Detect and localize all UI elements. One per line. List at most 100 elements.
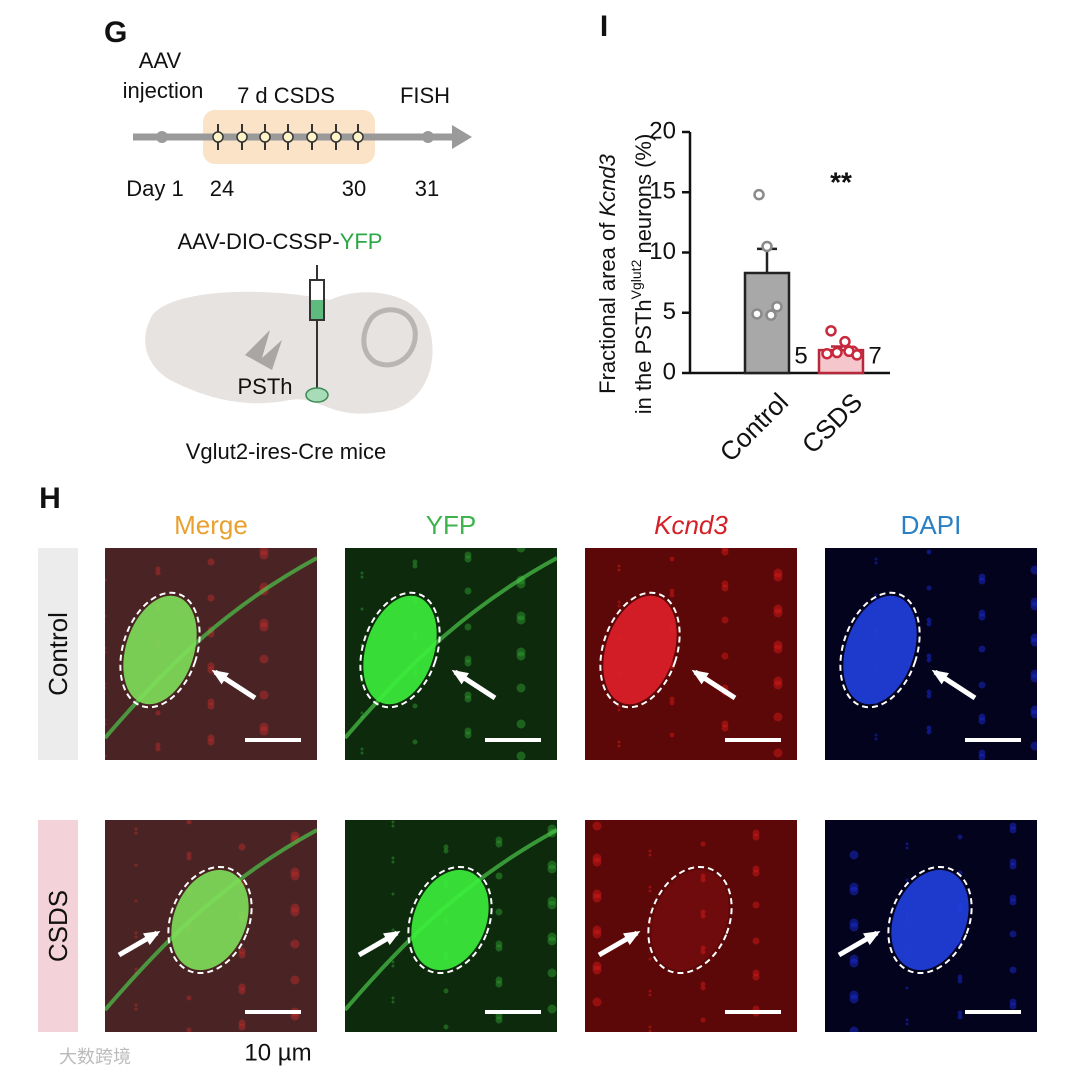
speckle <box>464 587 472 595</box>
micrograph <box>585 820 797 1032</box>
speckle <box>752 969 760 977</box>
speckle <box>134 863 138 867</box>
speckle <box>773 712 783 722</box>
arrow-head <box>931 669 949 685</box>
speckle <box>134 831 138 835</box>
speckle <box>1030 741 1037 751</box>
timepoint <box>212 131 224 143</box>
arrow-head <box>383 930 401 945</box>
speckle <box>926 689 932 695</box>
speckle <box>391 820 395 824</box>
arrow-head <box>211 669 229 685</box>
significance: ** <box>830 166 852 197</box>
micrograph <box>345 548 557 760</box>
speckle <box>547 1004 557 1014</box>
speckle <box>752 829 760 837</box>
cell-body <box>171 869 249 971</box>
y-label-text: in the PSTh <box>631 299 656 414</box>
micrograph <box>345 820 557 1032</box>
speckle <box>238 947 246 955</box>
panel-i: I Fractional area of Kcnd3 in the PSThVg… <box>595 10 890 467</box>
speckle <box>773 640 783 650</box>
cell-body <box>843 595 917 705</box>
panel-g: G AAV injection 7 d CSDS FISH Day 1 24 3… <box>104 16 472 464</box>
speckle <box>360 711 364 715</box>
speckle <box>464 691 472 699</box>
speckle <box>1009 998 1017 1006</box>
speckle <box>700 913 706 919</box>
speckle <box>186 820 192 825</box>
panel-label: G <box>104 16 127 49</box>
panel-label: I <box>600 10 608 43</box>
speckle <box>849 918 859 928</box>
speckle <box>412 559 418 565</box>
speckle <box>617 600 621 604</box>
timeline-marks <box>156 124 434 150</box>
speckle <box>1009 930 1017 938</box>
cerebellum <box>361 307 418 368</box>
speckle <box>259 654 269 664</box>
speckle <box>360 607 364 611</box>
x-tick-label: CSDS <box>796 387 868 459</box>
day-label: 24 <box>210 176 234 201</box>
speckle <box>547 896 557 906</box>
speckle <box>360 571 364 575</box>
speckle <box>443 988 449 994</box>
speckle <box>391 928 395 932</box>
speckle <box>443 1024 449 1030</box>
cell-outline <box>407 865 493 975</box>
speckle <box>721 580 729 588</box>
speckle <box>592 853 602 863</box>
speckle <box>926 693 932 699</box>
speckle <box>516 751 526 760</box>
speckle <box>700 877 706 883</box>
cell-outline <box>887 865 973 975</box>
speckle <box>1009 966 1017 974</box>
speckle <box>391 824 395 828</box>
speckle <box>134 935 138 939</box>
timepoint <box>156 131 168 143</box>
cell-outline <box>599 591 681 709</box>
cell-outline <box>119 591 201 709</box>
speckle <box>105 718 107 722</box>
row-label-box <box>38 820 78 1032</box>
speckle <box>1030 705 1037 715</box>
speckle <box>155 746 161 752</box>
speckle <box>1009 858 1017 866</box>
injection-site <box>305 387 329 403</box>
speckle <box>617 704 621 708</box>
speckle <box>669 556 675 562</box>
timepoint <box>330 131 342 143</box>
speckle <box>464 655 472 663</box>
speckle <box>412 703 418 709</box>
y-tick-label: 5 <box>663 298 676 325</box>
speckle <box>978 713 986 721</box>
speckle <box>648 957 652 961</box>
speckle <box>617 708 621 712</box>
timepoint <box>306 131 318 143</box>
timepoint <box>422 131 434 143</box>
data-point <box>839 335 851 348</box>
speckle <box>259 722 269 732</box>
speckle <box>905 1022 909 1026</box>
injection-label: AAV <box>139 48 182 73</box>
speckle <box>648 853 652 857</box>
speckle <box>1030 565 1037 575</box>
speckle <box>391 960 395 964</box>
speckle <box>105 548 107 550</box>
day-label: Day 1 <box>126 176 183 201</box>
data-point <box>765 309 777 321</box>
speckle <box>290 831 300 841</box>
speckle <box>957 978 963 984</box>
construct-fluor: YFP <box>340 229 383 254</box>
brain <box>145 291 433 414</box>
n-label: 7 <box>868 342 881 369</box>
speckle <box>443 848 449 854</box>
micrograph <box>105 820 317 1032</box>
speckle <box>391 964 395 968</box>
speckle <box>105 722 107 726</box>
timepoint <box>236 131 248 143</box>
speckle <box>259 618 269 628</box>
speckle <box>978 573 986 581</box>
speckle <box>495 908 503 916</box>
